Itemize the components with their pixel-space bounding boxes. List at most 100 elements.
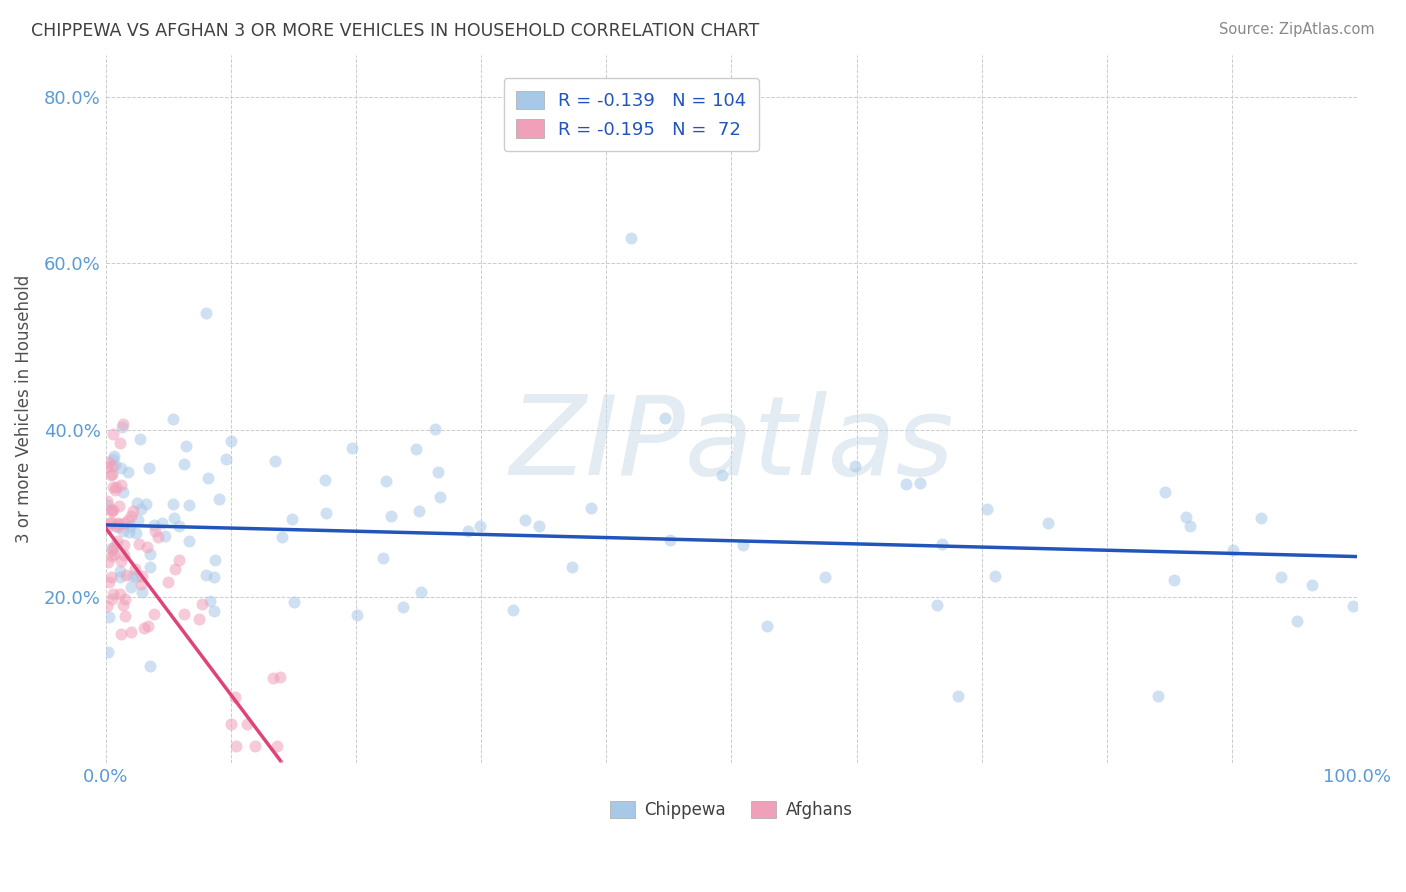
Point bbox=[427, 465, 450, 479]
Point bbox=[110, 554, 132, 568]
Point bbox=[200, 593, 222, 607]
Text: Source: ZipAtlas.com: Source: ZipAtlas.com bbox=[1219, 22, 1375, 37]
Point bbox=[844, 459, 866, 474]
Point bbox=[173, 607, 195, 621]
Point bbox=[314, 473, 336, 487]
Point bbox=[136, 619, 159, 633]
Point bbox=[380, 508, 402, 523]
Point bbox=[129, 501, 152, 516]
Point bbox=[118, 519, 141, 533]
Point bbox=[100, 468, 122, 483]
Point bbox=[97, 610, 120, 624]
Point bbox=[423, 422, 446, 436]
Point bbox=[179, 534, 201, 549]
Point bbox=[429, 491, 451, 505]
Point bbox=[97, 498, 120, 512]
Point bbox=[103, 479, 125, 493]
Point bbox=[120, 625, 142, 640]
Point bbox=[579, 500, 602, 515]
Point bbox=[340, 441, 363, 455]
Point bbox=[104, 518, 127, 533]
Point bbox=[100, 515, 122, 529]
Point bbox=[219, 434, 242, 448]
Point bbox=[1270, 570, 1292, 584]
Point bbox=[110, 570, 132, 584]
Point bbox=[269, 671, 291, 685]
Point bbox=[157, 574, 180, 589]
Point bbox=[103, 427, 125, 442]
Point bbox=[374, 474, 396, 488]
Point bbox=[97, 644, 120, 658]
Point bbox=[103, 483, 125, 497]
Point bbox=[117, 465, 139, 479]
Point bbox=[243, 739, 266, 754]
Point bbox=[162, 511, 184, 525]
Point bbox=[100, 543, 122, 558]
Point bbox=[204, 553, 226, 567]
Point bbox=[111, 599, 134, 613]
Point bbox=[1250, 511, 1272, 525]
Point bbox=[946, 690, 969, 704]
Point bbox=[97, 555, 120, 569]
Point bbox=[121, 504, 143, 518]
Point bbox=[733, 538, 755, 552]
Point bbox=[814, 570, 837, 584]
Point bbox=[131, 569, 153, 583]
Point bbox=[96, 459, 118, 474]
Point bbox=[128, 432, 150, 446]
Point bbox=[235, 717, 257, 731]
Point bbox=[111, 485, 134, 500]
Point bbox=[110, 564, 132, 578]
Point bbox=[142, 607, 165, 621]
Point bbox=[756, 619, 779, 633]
Point bbox=[100, 503, 122, 517]
Point bbox=[111, 524, 134, 538]
Point bbox=[165, 562, 187, 576]
Point bbox=[910, 476, 932, 491]
Point bbox=[262, 671, 284, 685]
Point bbox=[120, 580, 142, 594]
Point bbox=[162, 496, 184, 510]
Text: CHIPPEWA VS AFGHAN 3 OR MORE VEHICLES IN HOUSEHOLD CORRELATION CHART: CHIPPEWA VS AFGHAN 3 OR MORE VEHICLES IN… bbox=[31, 22, 759, 40]
Point bbox=[101, 459, 124, 474]
Point bbox=[112, 516, 135, 530]
Point bbox=[153, 529, 176, 543]
Point bbox=[283, 595, 305, 609]
Point bbox=[371, 550, 394, 565]
Point bbox=[208, 492, 231, 507]
Point bbox=[117, 525, 139, 540]
Point bbox=[1163, 573, 1185, 587]
Point bbox=[620, 231, 643, 245]
Point bbox=[1341, 599, 1364, 614]
Point bbox=[117, 513, 139, 527]
Point bbox=[111, 420, 134, 434]
Point bbox=[1146, 690, 1168, 704]
Point bbox=[114, 608, 136, 623]
Point bbox=[96, 521, 118, 535]
Point bbox=[976, 502, 998, 516]
Point bbox=[215, 452, 238, 467]
Point bbox=[710, 467, 733, 482]
Point bbox=[150, 516, 173, 531]
Point bbox=[167, 553, 190, 567]
Point bbox=[405, 442, 427, 456]
Point bbox=[271, 530, 294, 544]
Y-axis label: 3 or more Vehicles in Household: 3 or more Vehicles in Household bbox=[15, 275, 32, 543]
Point bbox=[190, 597, 212, 611]
Point bbox=[194, 306, 217, 320]
Point bbox=[225, 739, 247, 754]
Point bbox=[112, 538, 135, 552]
Point bbox=[103, 586, 125, 600]
Point bbox=[513, 513, 536, 527]
Point bbox=[124, 562, 146, 576]
Point bbox=[188, 612, 211, 626]
Point bbox=[105, 480, 128, 494]
Point bbox=[100, 467, 122, 482]
Point bbox=[100, 591, 122, 606]
Point bbox=[110, 627, 132, 641]
Point bbox=[101, 541, 124, 556]
Point bbox=[502, 603, 524, 617]
Point bbox=[266, 739, 288, 754]
Point bbox=[135, 540, 157, 554]
Point bbox=[658, 533, 681, 548]
